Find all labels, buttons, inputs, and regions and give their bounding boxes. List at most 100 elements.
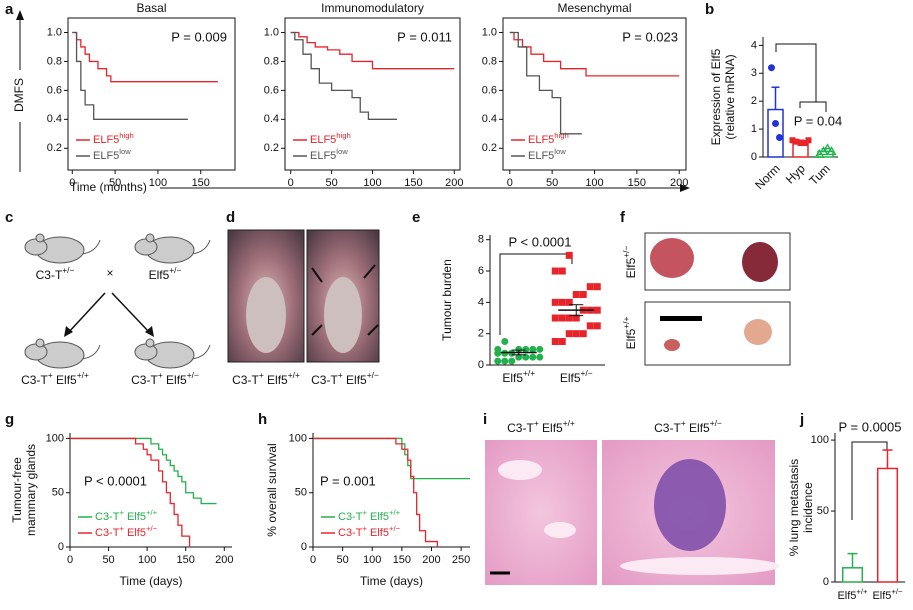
superscript: +/+ bbox=[389, 508, 401, 517]
y-axis-label: % lung metastasis bbox=[787, 459, 801, 556]
point bbox=[494, 345, 502, 353]
text-part: Elf5 bbox=[367, 511, 389, 523]
x-tick-label: 50 bbox=[546, 177, 558, 189]
text-part: C3-T bbox=[507, 421, 534, 435]
y-tick-label: 0 bbox=[301, 541, 307, 553]
text-part: C3-T bbox=[311, 373, 338, 387]
point bbox=[522, 345, 530, 353]
point bbox=[572, 330, 580, 338]
mouse-ear bbox=[145, 233, 155, 243]
legend-label: ELF5high bbox=[528, 131, 569, 146]
text-part: C3-T bbox=[95, 527, 120, 539]
text-part: ELF5 bbox=[310, 150, 336, 162]
panel-letter: e bbox=[412, 209, 420, 226]
y-tick-label: 0.4 bbox=[264, 113, 279, 125]
y-axis-label: incidence bbox=[801, 482, 815, 533]
panel-label: C3-T+/− bbox=[36, 265, 75, 282]
superscript: +/− bbox=[710, 418, 722, 428]
point bbox=[558, 298, 566, 306]
y-tick-label: 0.2 bbox=[264, 142, 279, 154]
x-tick-label: 200 bbox=[445, 177, 463, 189]
panel-letter: h bbox=[258, 411, 267, 428]
x-axis-label: Time (days) bbox=[120, 574, 183, 588]
legend-label: C3-T+ Elf5+/+ bbox=[338, 508, 401, 523]
point bbox=[494, 357, 502, 365]
superscript: low bbox=[119, 147, 131, 156]
chart-title: Immunomodulatory bbox=[321, 1, 424, 15]
panel-label: Elf5+/− bbox=[621, 245, 638, 278]
y-tick-label: 1.0 bbox=[47, 26, 62, 38]
superscript: +/+ bbox=[563, 418, 575, 428]
point bbox=[501, 338, 509, 346]
arrow bbox=[311, 324, 323, 336]
text-part: Elf5 bbox=[53, 373, 77, 387]
x-tick-label: 100 bbox=[363, 177, 381, 189]
legend-label: ELF5low bbox=[93, 147, 131, 162]
survival-curve bbox=[290, 31, 398, 120]
point bbox=[772, 120, 779, 128]
y-tick-label: 8 bbox=[478, 234, 484, 246]
text-part: ELF5 bbox=[528, 150, 554, 162]
survival-curve bbox=[509, 31, 680, 77]
point bbox=[822, 143, 833, 153]
x-tick-label: 0 bbox=[310, 554, 316, 566]
annotation: P = 0.0005 bbox=[838, 419, 901, 434]
x-tick-label: 200 bbox=[670, 177, 688, 189]
photo-detail bbox=[324, 277, 362, 353]
x-tick-label: 100 bbox=[363, 554, 381, 566]
x-tick-label: 0 bbox=[507, 177, 513, 189]
point bbox=[565, 298, 573, 306]
point bbox=[814, 148, 825, 158]
point bbox=[593, 322, 601, 330]
superscript: low bbox=[336, 147, 348, 156]
point bbox=[551, 314, 559, 322]
legend-label: C3-T+ Elf5+/− bbox=[338, 524, 401, 539]
point bbox=[565, 330, 573, 338]
x-axis-label: Time (months) bbox=[70, 180, 147, 194]
annotation: P < 0.0001 bbox=[84, 473, 147, 488]
point bbox=[522, 353, 530, 361]
point bbox=[768, 64, 775, 72]
y-tick-label: 100 bbox=[811, 434, 829, 446]
panel-label: C3-T+ Elf5+/− bbox=[654, 418, 722, 435]
y-tick-label: 0.2 bbox=[47, 142, 62, 154]
x-tick-label: Elf5+/+ bbox=[837, 587, 868, 602]
survival-curve bbox=[70, 437, 217, 505]
annotation: P < 0.0001 bbox=[508, 234, 571, 249]
superscript: + bbox=[362, 524, 367, 533]
point bbox=[508, 349, 516, 357]
superscript: + bbox=[534, 418, 539, 428]
scale-bar bbox=[660, 316, 702, 321]
point bbox=[529, 353, 537, 361]
survival-curve bbox=[70, 437, 191, 547]
panel-letter: i bbox=[483, 411, 487, 428]
y-tick-label: 3 bbox=[751, 67, 757, 79]
superscript: +/+ bbox=[621, 316, 631, 328]
arrow bbox=[363, 264, 376, 279]
panel-label: Elf5+/+ bbox=[621, 316, 638, 349]
legend-label: ELF5high bbox=[93, 131, 134, 146]
y-axis-label: Tumour-free bbox=[10, 457, 24, 523]
text-part: C3-T bbox=[36, 268, 63, 282]
y-tick-label: 50 bbox=[52, 487, 64, 499]
text-part: C3-T bbox=[654, 421, 681, 435]
mouse-head bbox=[134, 343, 158, 361]
point bbox=[579, 291, 587, 299]
arrow bbox=[367, 324, 379, 336]
annotation: P = 0.023 bbox=[622, 29, 678, 44]
point bbox=[515, 353, 523, 361]
y-axis-label: Expression of Elf5 bbox=[709, 48, 723, 145]
lesion bbox=[654, 459, 726, 551]
superscript: + bbox=[362, 508, 367, 517]
arrow-line bbox=[67, 292, 106, 334]
panel-letter: f bbox=[620, 209, 626, 226]
annotation: P = 0.009 bbox=[171, 29, 227, 44]
point bbox=[565, 251, 573, 259]
chart-title: Basal bbox=[136, 1, 166, 15]
superscript: +/+ bbox=[288, 370, 300, 380]
tumour bbox=[650, 238, 694, 278]
text-part: Elf5 bbox=[837, 590, 856, 602]
superscript: +/− bbox=[146, 524, 158, 533]
text-part: C3-T bbox=[338, 511, 363, 523]
y-tick-label: 0 bbox=[478, 359, 484, 371]
